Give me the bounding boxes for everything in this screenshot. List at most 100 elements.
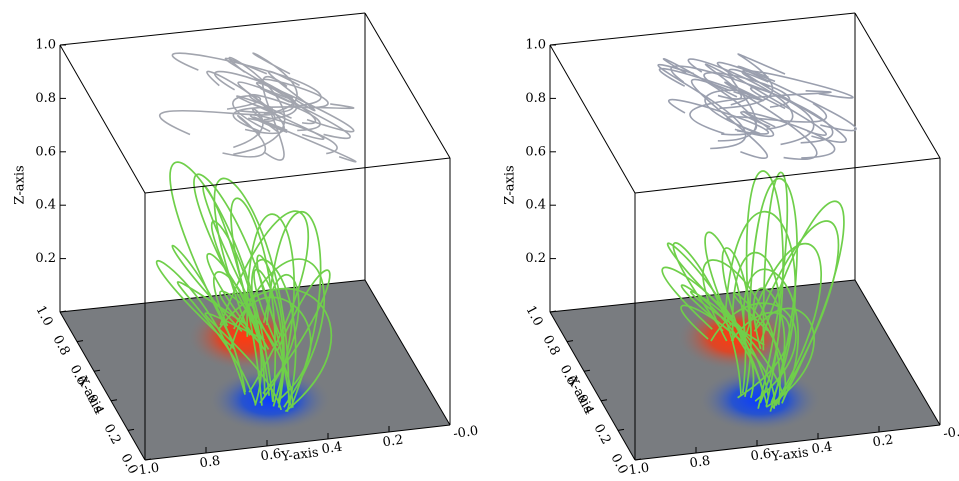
box-edge: [59, 12, 366, 46]
box-edge: [854, 12, 941, 159]
y-tick-label: 1.0: [628, 461, 651, 479]
field-line: [716, 300, 755, 399]
box-edge: [364, 279, 451, 426]
projected-field-line: [658, 67, 764, 102]
negative-polarity: [208, 368, 332, 432]
field-line: [760, 200, 845, 399]
field-line: [253, 268, 284, 404]
field-line: [212, 271, 263, 406]
z-tick-label: 0.2: [525, 251, 546, 266]
projected-field-line: [232, 103, 355, 132]
projected-field-line: [726, 102, 828, 135]
projected-field-line: [237, 81, 288, 122]
field-line: [202, 184, 275, 406]
field-line: [256, 254, 285, 408]
projected-field-line: [228, 56, 286, 156]
projected-field-line: [261, 76, 288, 161]
projected-field-line: [717, 68, 769, 142]
field-line: [753, 307, 815, 408]
box-edge: [549, 311, 636, 461]
projected-field-line: [226, 95, 271, 133]
field-line: [661, 266, 770, 397]
projected-field-line: [171, 52, 322, 107]
field-line: [266, 211, 322, 409]
field-line: [246, 213, 295, 407]
y-tick-label: 0.6: [260, 447, 283, 465]
x-tick: [127, 428, 135, 431]
x-tick: [634, 458, 642, 461]
box-edge: [549, 12, 856, 46]
field-line: [169, 161, 274, 402]
projected-field-line: [741, 69, 854, 99]
z-tick-label: 0.2: [35, 251, 56, 266]
z-axis-label: Z-axis: [13, 165, 28, 204]
y-tick-label: 0.4: [321, 440, 344, 458]
y-axis-label: Y-axis: [279, 445, 319, 465]
field-line: [743, 242, 823, 409]
z-tick-label: 0.6: [525, 144, 546, 159]
projected-field-line: [214, 70, 298, 121]
x-tick: [617, 428, 625, 431]
x-tick-label: 0.2: [101, 422, 124, 447]
projected-field-line: [719, 53, 786, 110]
z-tick-label: 0.8: [35, 91, 56, 106]
x-tick-label: 0.2: [591, 422, 614, 447]
field-line: [229, 258, 326, 408]
projected-field-line: [716, 61, 827, 136]
projected-field-line: [233, 108, 278, 149]
x-tick: [583, 369, 591, 372]
projected-field-line: [252, 52, 298, 115]
y-axis-label: Y-axis: [769, 445, 809, 465]
x-tick: [144, 458, 152, 461]
field-line: [262, 269, 331, 395]
x-tick-label: 1.0: [523, 303, 546, 328]
z-tick-label: 1.0: [525, 38, 546, 53]
z-tick-label: 0.6: [35, 144, 56, 159]
y-tick-label: 0.6: [750, 447, 773, 465]
box-edge: [144, 424, 451, 461]
box-edge: [59, 279, 366, 313]
box-edge: [59, 311, 146, 461]
z-axis-label: Z-axis: [503, 165, 518, 204]
y-tick-label: 0.2: [872, 433, 895, 451]
projected-field-line: [703, 71, 791, 108]
box-edge: [59, 44, 146, 194]
field-line: [210, 220, 266, 396]
box-edge: [854, 279, 941, 426]
x-tick: [566, 340, 574, 343]
x-tick: [549, 310, 557, 313]
x-tick-label: 0.8: [50, 333, 73, 358]
y-tick-label: 0.4: [811, 440, 834, 458]
y-tick-label: 1.0: [138, 461, 161, 479]
projected-field-line: [667, 98, 770, 135]
z-tick-label: 0.8: [525, 91, 546, 106]
y-tick-label: -0.0: [452, 424, 479, 442]
field-line: [724, 210, 797, 403]
box-edge: [144, 157, 451, 194]
box-edge: [634, 157, 941, 194]
x-tick-label: 1.0: [33, 303, 56, 328]
x-tick: [110, 399, 118, 402]
y-tick-label: 0.2: [382, 433, 405, 451]
field-line: [690, 290, 784, 394]
z-tick-label: 1.0: [35, 38, 56, 53]
field-line: [213, 177, 290, 404]
panel: 0.20.40.60.81.0Z-axis0.00.20.40.60.81.0X…: [13, 12, 479, 479]
projected-field-line: [222, 115, 267, 158]
box-edge: [634, 424, 941, 461]
field-line: [748, 177, 798, 412]
y-tick-label: 0.8: [199, 454, 222, 472]
panel: 0.20.40.60.81.0Z-axis0.00.20.40.60.81.0X…: [503, 12, 959, 479]
z-tick-label: 0.4: [35, 198, 56, 213]
projected-field-line: [737, 65, 857, 132]
box-edge: [364, 12, 451, 159]
projected-field-line: [253, 116, 357, 163]
x-tick: [93, 369, 101, 372]
field-line: [171, 244, 247, 393]
box-edge: [549, 279, 856, 313]
z-tick-label: 0.4: [525, 198, 546, 213]
x-tick: [76, 340, 84, 343]
projected-field-line: [690, 78, 768, 159]
box-edge: [549, 44, 636, 194]
